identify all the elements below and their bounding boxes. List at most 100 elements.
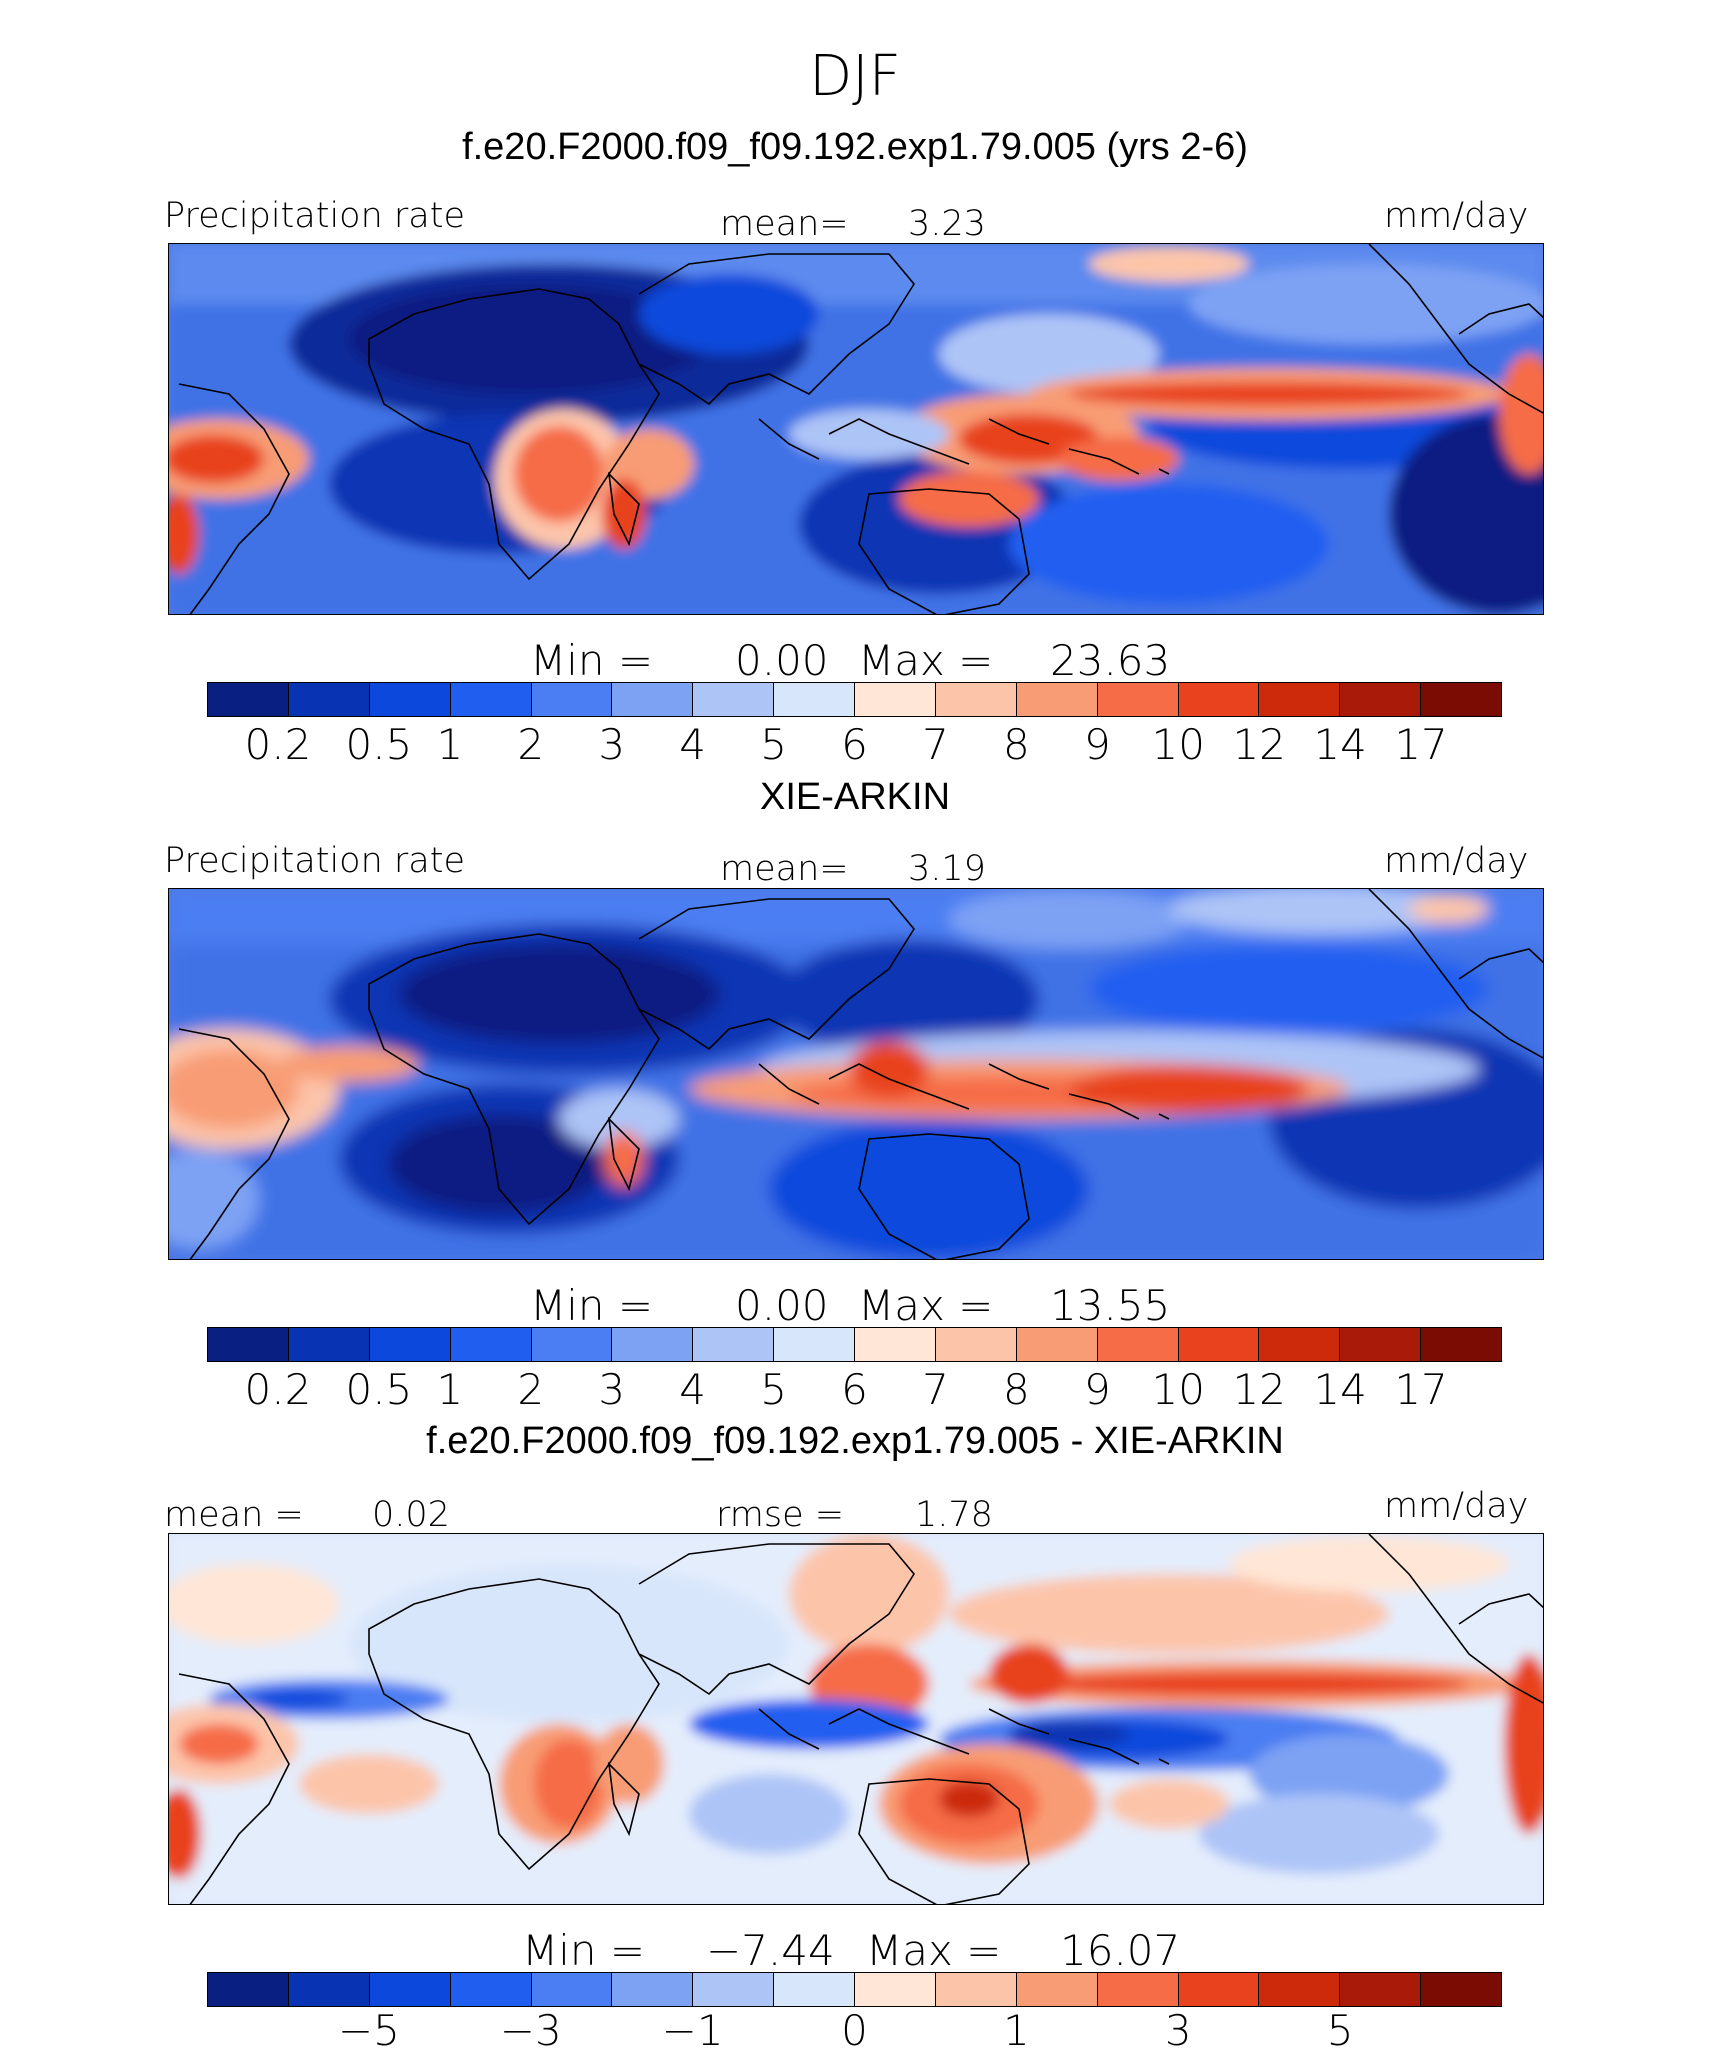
- max-value: 13.55: [1050, 1281, 1171, 1330]
- colorbar-swatch: [774, 683, 855, 716]
- colorbar-tick-label: 6: [841, 1365, 868, 1414]
- panel-title: f.e20.F2000.f09_f09.192.exp1.79.005 - XI…: [426, 1420, 1284, 1462]
- colorbar-tick-label: 4: [679, 720, 706, 769]
- mean-value: 3.23: [908, 204, 986, 244]
- max-label: Max =: [858, 1281, 994, 1330]
- colorbar-tick-label: 0.5: [345, 1365, 413, 1414]
- colorbar-tick-label: 5: [760, 1365, 787, 1414]
- colorbar-tick-label: 2: [517, 1365, 545, 1414]
- colorbar-swatch: [612, 683, 694, 716]
- colorbar-tick-label: 3: [598, 1365, 626, 1414]
- colorbar-tick-label: 3: [1164, 2006, 1192, 2055]
- colorbar-swatch: [450, 683, 532, 716]
- colorbar-ticks: −5 −3 −1 0 1 3 5: [0, 2006, 1710, 2055]
- colorbar-swatch: [693, 1328, 775, 1361]
- max-label: Max =: [866, 1926, 1002, 1975]
- colorbar-tick-label: 2: [517, 720, 545, 769]
- colorbar-swatch: [1016, 1328, 1098, 1361]
- colorbar-swatch: [1421, 683, 1501, 716]
- colorbar-swatch: [1340, 1328, 1422, 1361]
- colorbar-tick-label: 17: [1394, 1365, 1448, 1414]
- colorbar-swatch: [531, 1328, 613, 1361]
- colorbar-tick-label: 14: [1313, 720, 1367, 769]
- min-value: −7.44: [706, 1926, 835, 1975]
- colorbar-swatch: [935, 1328, 1017, 1361]
- difference-map: [168, 1533, 1544, 1905]
- colorbar-swatch: [288, 1328, 370, 1361]
- colorbar-tick-label: 12: [1232, 1365, 1286, 1414]
- colorbar-swatch: [855, 683, 936, 716]
- colorbar-tick-label: 9: [1083, 720, 1111, 769]
- colorbar-tick-label: 12: [1232, 720, 1286, 769]
- colorbar-tick-label: −3: [499, 2006, 562, 2055]
- rmse-label: rmse =: [716, 1495, 845, 1535]
- colorbar-swatch: [1340, 683, 1422, 716]
- colorbar-swatch: [935, 1973, 1017, 2006]
- colorbar-swatch: [693, 683, 775, 716]
- min-value: 0.00: [735, 636, 829, 685]
- colorbar-swatch: [369, 683, 451, 716]
- colorbar-tick-label: 4: [679, 1365, 706, 1414]
- colorbar-swatch: [855, 1328, 936, 1361]
- colorbar-tick-label: 8: [1003, 720, 1030, 769]
- colorbar-tick-label: 7: [922, 720, 949, 769]
- figure-title: DJF: [809, 44, 901, 109]
- colorbar: [207, 1972, 1502, 2007]
- colorbar-swatch: [1421, 1328, 1501, 1361]
- colorbar-tick-label: 1: [1003, 2006, 1030, 2055]
- colorbar-swatch: [1016, 1973, 1098, 2006]
- colorbar-tick-label: 10: [1151, 1365, 1205, 1414]
- colorbar-tick-label: 5: [1326, 2006, 1354, 2055]
- colorbar-swatch: [288, 683, 370, 716]
- colorbar-swatch: [1097, 683, 1179, 716]
- colorbar-tick-label: 8: [1003, 1365, 1030, 1414]
- colorbar-swatch: [531, 1973, 613, 2006]
- panel-title: f.e20.F2000.f09_f09.192.exp1.79.005 (yrs…: [462, 126, 1248, 168]
- colorbar-tick-label: 0.2: [244, 1365, 312, 1414]
- colorbar-swatch: [369, 1328, 451, 1361]
- precip-map: [168, 243, 1544, 615]
- colorbar-swatch: [1340, 1973, 1422, 2006]
- max-value: 23.63: [1050, 636, 1171, 685]
- units-label: mm/day: [1384, 1486, 1529, 1526]
- colorbar-swatch: [1097, 1328, 1179, 1361]
- colorbar-swatch: [1178, 1973, 1260, 2006]
- max-label: Max =: [858, 636, 994, 685]
- colorbar-swatch: [612, 1328, 694, 1361]
- colorbar-tick-label: 7: [922, 1365, 949, 1414]
- colorbar-swatch: [288, 1973, 370, 2006]
- colorbar: [207, 682, 1502, 717]
- colorbar-swatch: [774, 1973, 855, 2006]
- min-label: Min =: [530, 1281, 654, 1330]
- mean-value: 3.19: [908, 849, 986, 889]
- colorbar-swatch: [208, 1973, 289, 2006]
- colorbar-tick-label: 1: [436, 720, 464, 769]
- colorbar-swatch: [1016, 683, 1098, 716]
- colorbar: [207, 1327, 1502, 1362]
- colorbar-tick-label: 3: [598, 720, 626, 769]
- panel-title: XIE-ARKIN: [759, 776, 951, 818]
- colorbar-tick-label: 6: [841, 720, 868, 769]
- colorbar-swatch: [1178, 1328, 1260, 1361]
- mean-label: mean=: [720, 204, 849, 244]
- colorbar-tick-label: 5: [760, 720, 787, 769]
- mean-label: mean=: [720, 849, 849, 889]
- colorbar-swatch: [450, 1328, 532, 1361]
- colorbar-tick-label: −1: [661, 2006, 724, 2055]
- min-label: Min =: [522, 1926, 646, 1975]
- variable-label: Precipitation rate: [164, 196, 465, 236]
- colorbar-tick-label: 1: [436, 1365, 464, 1414]
- colorbar-swatch: [1259, 683, 1341, 716]
- mean-label: mean =: [164, 1495, 304, 1535]
- colorbar-swatch: [774, 1328, 855, 1361]
- colorbar-swatch: [612, 1973, 694, 2006]
- colorbar-tick-label: 0.2: [244, 720, 312, 769]
- colorbar-tick-label: 9: [1083, 1365, 1111, 1414]
- mean-value: 0.02: [372, 1495, 450, 1535]
- colorbar-swatch: [1259, 1973, 1341, 2006]
- colorbar-tick-label: 0.5: [345, 720, 413, 769]
- colorbar-swatch: [935, 683, 1017, 716]
- colorbar-swatch: [855, 1973, 936, 2006]
- max-value: 16.07: [1060, 1926, 1181, 1975]
- colorbar-ticks: 0.2 0.5 1 2 3 4 5 6 7 8 9 10 12 14 17: [0, 1365, 1710, 1415]
